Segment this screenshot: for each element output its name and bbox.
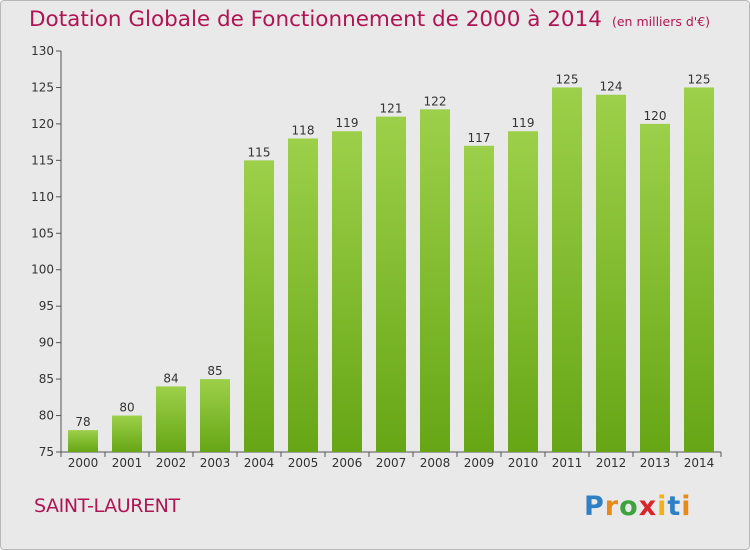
bar-2005	[288, 138, 318, 452]
y-tick-label: 100	[31, 263, 54, 277]
x-tick-label-2006: 2006	[332, 456, 363, 470]
x-tick-label-2002: 2002	[156, 456, 187, 470]
x-tick-label-2014: 2014	[684, 456, 715, 470]
bar-2000	[68, 430, 98, 452]
bar-2013	[640, 123, 670, 452]
data-labels: 78 80 84 85 115 118 119 121 122 117 119 125 124 120 12…	[75, 72, 710, 429]
y-tick-label: 125	[31, 80, 54, 94]
data-label-2008: 122	[424, 94, 447, 108]
chart-title-text: Dotation Globale de Fonctionnement de 20…	[29, 7, 602, 32]
logo-letter: P	[584, 491, 605, 522]
data-label-2003: 85	[207, 364, 222, 378]
y-tick-label: 120	[31, 117, 54, 131]
y-tick-label: 110	[31, 190, 54, 204]
x-tick-label-2008: 2008	[420, 456, 451, 470]
x-tick-label-2003: 2003	[200, 456, 231, 470]
x-tick-label-2011: 2011	[552, 456, 583, 470]
data-label-2004: 115	[248, 145, 271, 159]
logo-letter: o	[619, 491, 639, 522]
data-label-2011: 125	[556, 72, 579, 86]
logo-letter: r	[604, 491, 620, 522]
y-tick-label: 75	[39, 445, 54, 459]
data-label-2010: 119	[512, 116, 535, 130]
data-label-2002: 84	[163, 371, 178, 385]
bar-2008	[420, 109, 450, 452]
logo-letter: x	[638, 491, 658, 522]
data-label-2000: 78	[75, 415, 90, 429]
x-tick-label-2000: 2000	[68, 456, 99, 470]
bars	[68, 87, 714, 453]
x-tick-label-2007: 2007	[376, 456, 407, 470]
y-axis: 75 80 85 90 95 100 105 110 115 120 125 130	[31, 44, 721, 459]
chart-title: Dotation Globale de Fonctionnement de 20…	[29, 7, 710, 32]
x-tick-label-2010: 2010	[508, 456, 539, 470]
logo-letter: i	[657, 491, 668, 522]
bar-2003	[200, 379, 230, 452]
logo-letter: t	[667, 491, 682, 522]
bar-2006	[332, 131, 362, 452]
x-tick-label-2001: 2001	[112, 456, 143, 470]
data-label-2013: 120	[644, 109, 667, 123]
bar-2009	[464, 145, 494, 453]
proxiti-logo: Proxiti	[584, 491, 692, 522]
x-tick-label-2004: 2004	[244, 456, 275, 470]
y-tick-label: 90	[39, 336, 54, 350]
x-tick-label-2005: 2005	[288, 456, 319, 470]
x-tick-label-2012: 2012	[596, 456, 627, 470]
chart-unit-text: (en milliers d'€)	[611, 14, 711, 29]
data-label-2006: 119	[336, 116, 359, 130]
bar-2002	[156, 386, 186, 452]
data-label-2005: 118	[292, 123, 315, 137]
bar-2010	[508, 131, 538, 452]
data-label-2001: 80	[119, 401, 134, 415]
bar-2007	[376, 116, 406, 453]
bar-2011	[552, 87, 582, 453]
bar-2014	[684, 87, 714, 453]
commune-name: SAINT-LAURENT	[34, 495, 180, 517]
data-label-2012: 124	[600, 80, 623, 94]
bar-2004	[244, 160, 274, 452]
bar-2001	[112, 415, 142, 452]
x-axis: 2000 2001 2002 2003 2004 2005 2006 2007 2008 2009…	[60, 452, 722, 470]
data-label-2009: 117	[468, 131, 491, 145]
y-tick-label: 95	[39, 299, 54, 313]
x-tick-label-2009: 2009	[464, 456, 495, 470]
y-tick-label: 85	[39, 372, 54, 386]
x-tick-label-2013: 2013	[640, 456, 671, 470]
data-label-2007: 121	[380, 102, 403, 116]
data-label-2014: 125	[688, 72, 711, 86]
y-tick-label: 105	[31, 226, 54, 240]
logo-letter: i	[681, 491, 692, 522]
bar-2012	[596, 94, 626, 452]
y-tick-label: 115	[31, 153, 54, 167]
y-tick-label: 80	[39, 409, 54, 423]
y-tick-label: 130	[31, 44, 54, 58]
